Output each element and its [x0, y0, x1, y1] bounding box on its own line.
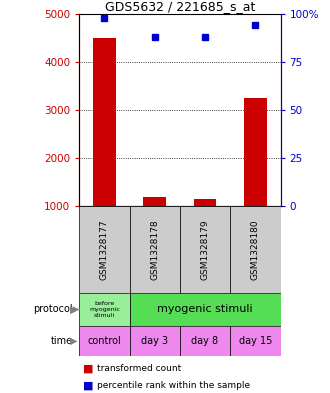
Bar: [129, 293, 280, 326]
Bar: [143, 196, 166, 206]
Bar: [129, 326, 180, 356]
Bar: [194, 199, 216, 206]
Bar: [230, 206, 280, 293]
Text: ▶: ▶: [70, 336, 78, 346]
Text: before
myogenic
stimuli: before myogenic stimuli: [89, 301, 120, 318]
Text: GSM1328177: GSM1328177: [100, 219, 109, 280]
Title: GDS5632 / 221685_s_at: GDS5632 / 221685_s_at: [105, 0, 255, 13]
Text: myogenic stimuli: myogenic stimuli: [157, 305, 253, 314]
Text: day 15: day 15: [239, 336, 272, 346]
Text: control: control: [87, 336, 121, 346]
Bar: [129, 206, 180, 293]
Bar: [180, 326, 230, 356]
Text: transformed count: transformed count: [97, 364, 182, 373]
Text: ■: ■: [82, 380, 93, 391]
Bar: [79, 293, 130, 326]
Bar: [244, 98, 267, 206]
Text: time: time: [50, 336, 73, 346]
Bar: [230, 326, 280, 356]
Bar: [79, 206, 130, 293]
Text: day 8: day 8: [191, 336, 218, 346]
Text: protocol: protocol: [33, 305, 73, 314]
Bar: [79, 326, 130, 356]
Text: day 3: day 3: [141, 336, 168, 346]
Bar: [93, 38, 116, 206]
Bar: [180, 206, 230, 293]
Text: percentile rank within the sample: percentile rank within the sample: [97, 381, 250, 390]
Text: GSM1328178: GSM1328178: [150, 219, 159, 280]
Text: GSM1328180: GSM1328180: [251, 219, 260, 280]
Text: GSM1328179: GSM1328179: [201, 219, 210, 280]
Text: ▶: ▶: [70, 305, 78, 314]
Text: ■: ■: [82, 364, 93, 374]
